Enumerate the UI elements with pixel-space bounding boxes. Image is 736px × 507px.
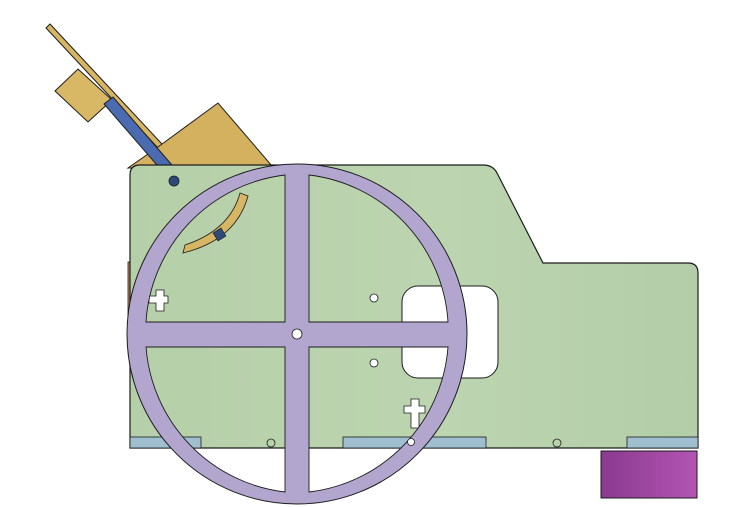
wheel-handle-hole — [407, 438, 415, 446]
wheel-cutout-outline — [145, 174, 286, 323]
wheel-cutout-outline — [308, 174, 449, 323]
wheel-rim-outer — [126, 163, 468, 505]
wheel-cutout-outline — [308, 346, 449, 493]
wheel-cutout-outline — [145, 346, 286, 493]
wheel-hub-hole — [291, 328, 303, 340]
